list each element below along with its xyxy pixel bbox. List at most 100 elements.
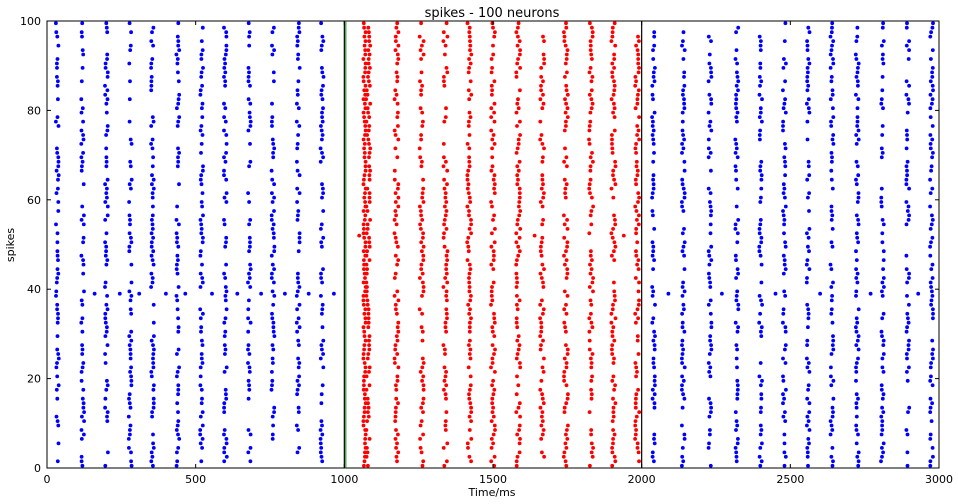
spike-dot bbox=[319, 88, 324, 93]
spike-dot bbox=[783, 419, 788, 423]
spike-dot bbox=[590, 25, 594, 30]
spike-dot bbox=[362, 34, 367, 39]
spike-dot bbox=[805, 302, 810, 307]
spike-dot bbox=[680, 249, 685, 254]
spike-dot bbox=[224, 307, 229, 312]
spike-dot bbox=[467, 57, 471, 61]
spike-dot bbox=[320, 280, 324, 285]
spike-dot bbox=[931, 311, 935, 316]
spike-dot bbox=[489, 128, 494, 133]
spike-dot bbox=[518, 209, 523, 213]
spike-dot bbox=[782, 258, 787, 262]
spike-dot bbox=[807, 441, 811, 446]
spike-dot bbox=[176, 70, 180, 75]
spike-dot bbox=[904, 164, 909, 169]
spike-dot bbox=[540, 106, 545, 111]
spike-dot bbox=[421, 432, 425, 437]
spike-dot bbox=[806, 387, 810, 392]
spike-dot bbox=[854, 401, 859, 406]
spike-dot bbox=[562, 159, 566, 164]
spike-dot bbox=[709, 410, 713, 414]
spike-dot bbox=[611, 441, 615, 446]
spike-dot bbox=[706, 146, 711, 151]
spike-dot bbox=[652, 110, 657, 115]
spike-dot bbox=[294, 320, 299, 325]
spike-dot bbox=[319, 124, 323, 128]
spike-dot bbox=[247, 110, 252, 115]
spike-dot bbox=[587, 329, 592, 334]
spike-dot bbox=[829, 365, 833, 370]
spike-dot bbox=[650, 191, 655, 196]
spike-dot bbox=[444, 21, 449, 26]
spike-dot bbox=[393, 191, 398, 196]
spike-dot bbox=[222, 459, 227, 464]
spike-dot bbox=[270, 191, 274, 196]
spike-dot bbox=[319, 392, 324, 397]
spike-dot bbox=[128, 164, 133, 169]
spike-dot bbox=[272, 79, 276, 84]
spike-dot bbox=[467, 428, 472, 432]
spike-dot bbox=[492, 316, 497, 321]
spike-dot bbox=[80, 463, 85, 468]
spike-dot bbox=[442, 365, 447, 370]
spike-dot bbox=[199, 222, 204, 227]
spike-dot bbox=[612, 258, 617, 262]
spike-dot bbox=[879, 414, 884, 419]
spike-dot bbox=[906, 316, 910, 321]
spike-dot bbox=[247, 387, 252, 392]
spike-dot bbox=[81, 258, 85, 262]
spike-dot bbox=[635, 124, 640, 128]
spike-dot bbox=[881, 311, 886, 316]
spike-dot bbox=[297, 235, 302, 240]
spike-dot bbox=[564, 124, 568, 128]
spike-dot bbox=[491, 267, 496, 271]
spike-dot bbox=[514, 410, 519, 414]
spike-dot bbox=[880, 218, 885, 222]
spike-dot bbox=[445, 70, 450, 75]
spike-dot bbox=[198, 249, 203, 254]
spike-dot bbox=[538, 387, 543, 392]
spike-dot bbox=[760, 378, 764, 383]
spike-dot bbox=[128, 356, 133, 361]
spike-dot bbox=[682, 168, 687, 173]
spike-dot bbox=[81, 235, 86, 240]
spike-dot bbox=[490, 396, 495, 401]
spike-dot bbox=[224, 191, 229, 196]
spike-dot bbox=[223, 244, 228, 249]
spike-dot bbox=[79, 110, 84, 115]
spike-dot bbox=[320, 244, 324, 249]
spike-dot bbox=[613, 182, 618, 187]
spike-dot bbox=[418, 79, 422, 84]
spike-dot bbox=[636, 128, 641, 133]
spike-dot bbox=[681, 378, 686, 383]
spike-dot bbox=[362, 378, 366, 383]
spike-dot bbox=[294, 423, 299, 428]
spike-dot bbox=[443, 423, 448, 428]
spike-dot bbox=[589, 97, 594, 102]
spike-dot bbox=[828, 97, 833, 102]
spike-dot bbox=[540, 173, 545, 178]
spike-dot bbox=[222, 428, 227, 432]
spike-dot bbox=[610, 146, 615, 151]
spike-dot bbox=[442, 244, 447, 249]
spike-dot bbox=[270, 200, 275, 204]
spike-dot bbox=[367, 258, 372, 262]
spike-dot bbox=[854, 213, 859, 218]
spike-dot bbox=[807, 428, 812, 432]
spike-dot bbox=[367, 30, 371, 35]
spike-dot bbox=[610, 137, 614, 142]
spike-dot bbox=[541, 338, 545, 343]
spike-dot bbox=[490, 343, 495, 347]
spike-dot bbox=[222, 115, 227, 119]
spike-dot bbox=[103, 334, 108, 338]
spike-dot bbox=[757, 133, 762, 137]
spike-dot bbox=[540, 235, 545, 240]
spike-dot bbox=[105, 88, 110, 93]
spike-dot bbox=[784, 387, 788, 392]
spike-dot bbox=[542, 61, 546, 66]
spike-dot bbox=[610, 142, 614, 146]
spike-dot bbox=[680, 463, 684, 468]
spike-dot bbox=[392, 276, 397, 280]
spike-dot bbox=[634, 159, 639, 164]
spike-dot bbox=[320, 311, 324, 316]
